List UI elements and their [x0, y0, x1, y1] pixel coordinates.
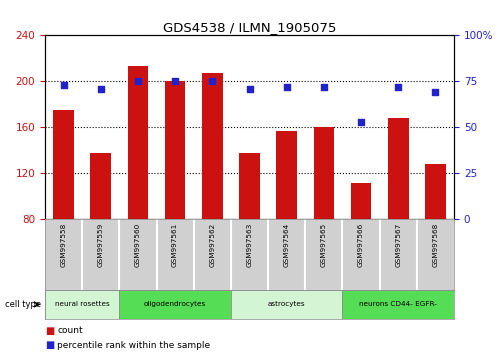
Point	[246, 86, 253, 92]
Text: GSM997561: GSM997561	[172, 223, 178, 267]
Bar	[128, 67, 148, 219]
Point	[208, 79, 216, 84]
Text: GSM997563: GSM997563	[247, 223, 252, 267]
Text: GSM997568: GSM997568	[433, 223, 439, 267]
Text: count: count	[57, 326, 83, 336]
Bar	[45, 290, 119, 319]
Text: cell type: cell type	[5, 300, 41, 309]
Text: GSM997567: GSM997567	[395, 223, 401, 267]
Bar	[314, 127, 334, 219]
Text: GSM997562: GSM997562	[209, 223, 215, 267]
Text: percentile rank within the sample: percentile rank within the sample	[57, 341, 211, 350]
Text: GSM997564: GSM997564	[284, 223, 290, 267]
Text: ■: ■	[45, 326, 54, 336]
Bar	[240, 153, 259, 219]
Bar	[53, 110, 74, 219]
Bar	[425, 164, 446, 219]
Text: GSM997560: GSM997560	[135, 223, 141, 267]
Text: astrocytes: astrocytes	[268, 302, 305, 307]
Text: neural rosettes: neural rosettes	[55, 302, 109, 307]
Bar	[90, 153, 111, 219]
Point	[357, 119, 365, 125]
Text: GSM997566: GSM997566	[358, 223, 364, 267]
Point	[59, 82, 67, 88]
Bar	[202, 73, 223, 219]
Text: neurons CD44- EGFR-: neurons CD44- EGFR-	[359, 302, 437, 307]
Bar	[231, 290, 342, 319]
Title: GDS4538 / ILMN_1905075: GDS4538 / ILMN_1905075	[163, 21, 336, 34]
Text: ■: ■	[45, 340, 54, 350]
Bar	[351, 183, 371, 219]
Bar	[342, 290, 454, 319]
Point	[97, 86, 105, 92]
Point	[171, 79, 179, 84]
Text: GSM997559: GSM997559	[98, 223, 104, 267]
Text: GSM997558: GSM997558	[60, 223, 66, 267]
Point	[134, 79, 142, 84]
Point	[283, 84, 291, 90]
Bar	[119, 290, 231, 319]
Point	[394, 84, 402, 90]
Point	[432, 90, 440, 95]
Bar	[165, 81, 185, 219]
Text: oligodendrocytes: oligodendrocytes	[144, 302, 206, 307]
Bar	[388, 118, 409, 219]
Point	[320, 84, 328, 90]
Bar	[276, 131, 297, 219]
Text: GSM997565: GSM997565	[321, 223, 327, 267]
